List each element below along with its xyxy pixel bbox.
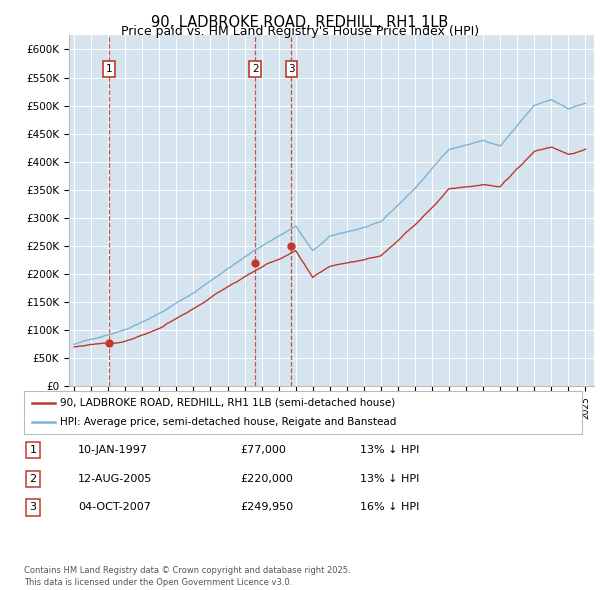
Text: 90, LADBROKE ROAD, REDHILL, RH1 1LB (semi-detached house): 90, LADBROKE ROAD, REDHILL, RH1 1LB (sem… — [60, 398, 395, 408]
Text: 3: 3 — [288, 64, 295, 74]
Text: Contains HM Land Registry data © Crown copyright and database right 2025.
This d: Contains HM Land Registry data © Crown c… — [24, 566, 350, 587]
Text: 90, LADBROKE ROAD, REDHILL, RH1 1LB: 90, LADBROKE ROAD, REDHILL, RH1 1LB — [151, 15, 449, 30]
Text: 3: 3 — [29, 503, 37, 512]
Text: Price paid vs. HM Land Registry's House Price Index (HPI): Price paid vs. HM Land Registry's House … — [121, 25, 479, 38]
Text: 04-OCT-2007: 04-OCT-2007 — [78, 503, 151, 512]
Text: 2: 2 — [252, 64, 259, 74]
Text: 10-JAN-1997: 10-JAN-1997 — [78, 445, 148, 455]
Text: 16% ↓ HPI: 16% ↓ HPI — [360, 503, 419, 512]
Text: 2: 2 — [29, 474, 37, 484]
Text: £249,950: £249,950 — [240, 503, 293, 512]
Text: 1: 1 — [29, 445, 37, 455]
Text: 1: 1 — [106, 64, 112, 74]
Text: £220,000: £220,000 — [240, 474, 293, 484]
Text: 13% ↓ HPI: 13% ↓ HPI — [360, 445, 419, 455]
Text: 13% ↓ HPI: 13% ↓ HPI — [360, 474, 419, 484]
Text: HPI: Average price, semi-detached house, Reigate and Banstead: HPI: Average price, semi-detached house,… — [60, 417, 397, 427]
Text: £77,000: £77,000 — [240, 445, 286, 455]
Text: 12-AUG-2005: 12-AUG-2005 — [78, 474, 152, 484]
